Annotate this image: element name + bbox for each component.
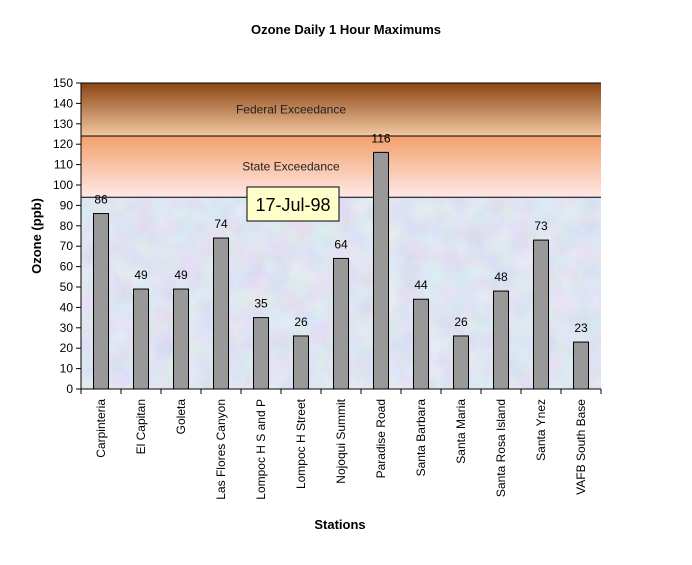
- bar-las-flores-canyon: [213, 237, 229, 390]
- bar-paradise-road: [373, 151, 389, 390]
- y-axis-title: Ozone (ppb): [29, 198, 44, 274]
- bar-goleta: [173, 288, 189, 390]
- category-label: Carpinteria: [94, 399, 108, 458]
- y-tick-label: 90: [60, 198, 74, 212]
- bars: [93, 151, 589, 390]
- y-tick-label: 150: [53, 76, 73, 90]
- y-tick-label: 80: [60, 219, 74, 233]
- x-axis-title: Stations: [314, 517, 365, 532]
- federal-exceedance-label: Federal Exceedance: [236, 103, 346, 117]
- data-label: 86: [94, 193, 108, 207]
- y-tick-label: 130: [53, 117, 73, 131]
- date-annotation: 17-Jul-98: [246, 186, 340, 222]
- y-tick-label: 0: [66, 382, 73, 396]
- data-label: 73: [534, 219, 548, 233]
- bar-lompoc-h-street: [293, 335, 309, 390]
- bar-el-capitan: [133, 288, 149, 390]
- category-label: VAFB South Base: [574, 399, 588, 495]
- bar-santa-barbara: [413, 298, 429, 390]
- y-tick-label: 120: [53, 137, 73, 151]
- data-label: 49: [174, 268, 188, 282]
- bar-carpinteria: [93, 213, 109, 390]
- chart-title: Ozone Daily 1 Hour Maximums: [251, 22, 441, 37]
- bar-vafb-south-base: [573, 341, 589, 390]
- category-label: Goleta: [174, 399, 188, 435]
- bar-nojoqui-summit: [333, 257, 349, 390]
- data-label: 48: [494, 270, 508, 284]
- data-label: 23: [574, 321, 588, 335]
- state-exceedance-band: [81, 136, 601, 198]
- bar-santa-rosa-island: [493, 290, 509, 390]
- y-tick-label: 30: [60, 321, 74, 335]
- y-tick-label: 10: [60, 362, 74, 376]
- data-label: 26: [294, 315, 308, 329]
- category-label: Santa Barbara: [414, 399, 428, 477]
- y-tick-label: 140: [53, 96, 73, 110]
- category-label: Paradise Road: [374, 399, 388, 478]
- y-tick-label: 50: [60, 280, 74, 294]
- y-tick-label: 40: [60, 300, 74, 314]
- data-label: 26: [454, 315, 468, 329]
- category-label: Santa Rosa Island: [494, 399, 508, 497]
- data-label: 44: [414, 278, 428, 292]
- y-tick-label: 100: [53, 178, 73, 192]
- category-label: Santa Maria: [454, 399, 468, 464]
- category-label: El Capitan: [134, 399, 148, 454]
- bar-santa-maria: [453, 335, 469, 390]
- category-label: Lompoc H S and P: [254, 399, 268, 500]
- data-label: 74: [214, 217, 228, 231]
- date-annotation-box: [246, 186, 340, 222]
- data-label: 116: [371, 131, 390, 145]
- category-label: Santa Ynez: [534, 399, 548, 461]
- category-label: Nojoqui Summit: [334, 398, 348, 483]
- y-tick-label: 70: [60, 239, 74, 253]
- federal-exceedance-band: [81, 83, 601, 137]
- state-exceedance-label: State Exceedance: [242, 160, 340, 174]
- labels: 86 Carpinteria 49 El Capitan 49 Goleta 74 Las F…: [94, 131, 588, 499]
- y-tick-label: 20: [60, 341, 74, 355]
- date-annotation-text: 17-Jul-98: [255, 195, 330, 215]
- y-tick-label: 110: [54, 158, 73, 172]
- bar-lompoc-h-s-and-p: [253, 317, 269, 390]
- y-tick-label: 60: [60, 260, 74, 274]
- axes: 0 10 20 30 40 50 60 70 80 90 100 110 120 130 140 150: [53, 76, 602, 396]
- category-label: Lompoc H Street: [294, 398, 308, 489]
- category-label: Las Flores Canyon: [214, 399, 228, 500]
- data-label: 49: [134, 268, 148, 282]
- bar-santa-ynez: [533, 239, 549, 390]
- data-label: 35: [254, 297, 268, 311]
- data-label: 64: [334, 237, 348, 251]
